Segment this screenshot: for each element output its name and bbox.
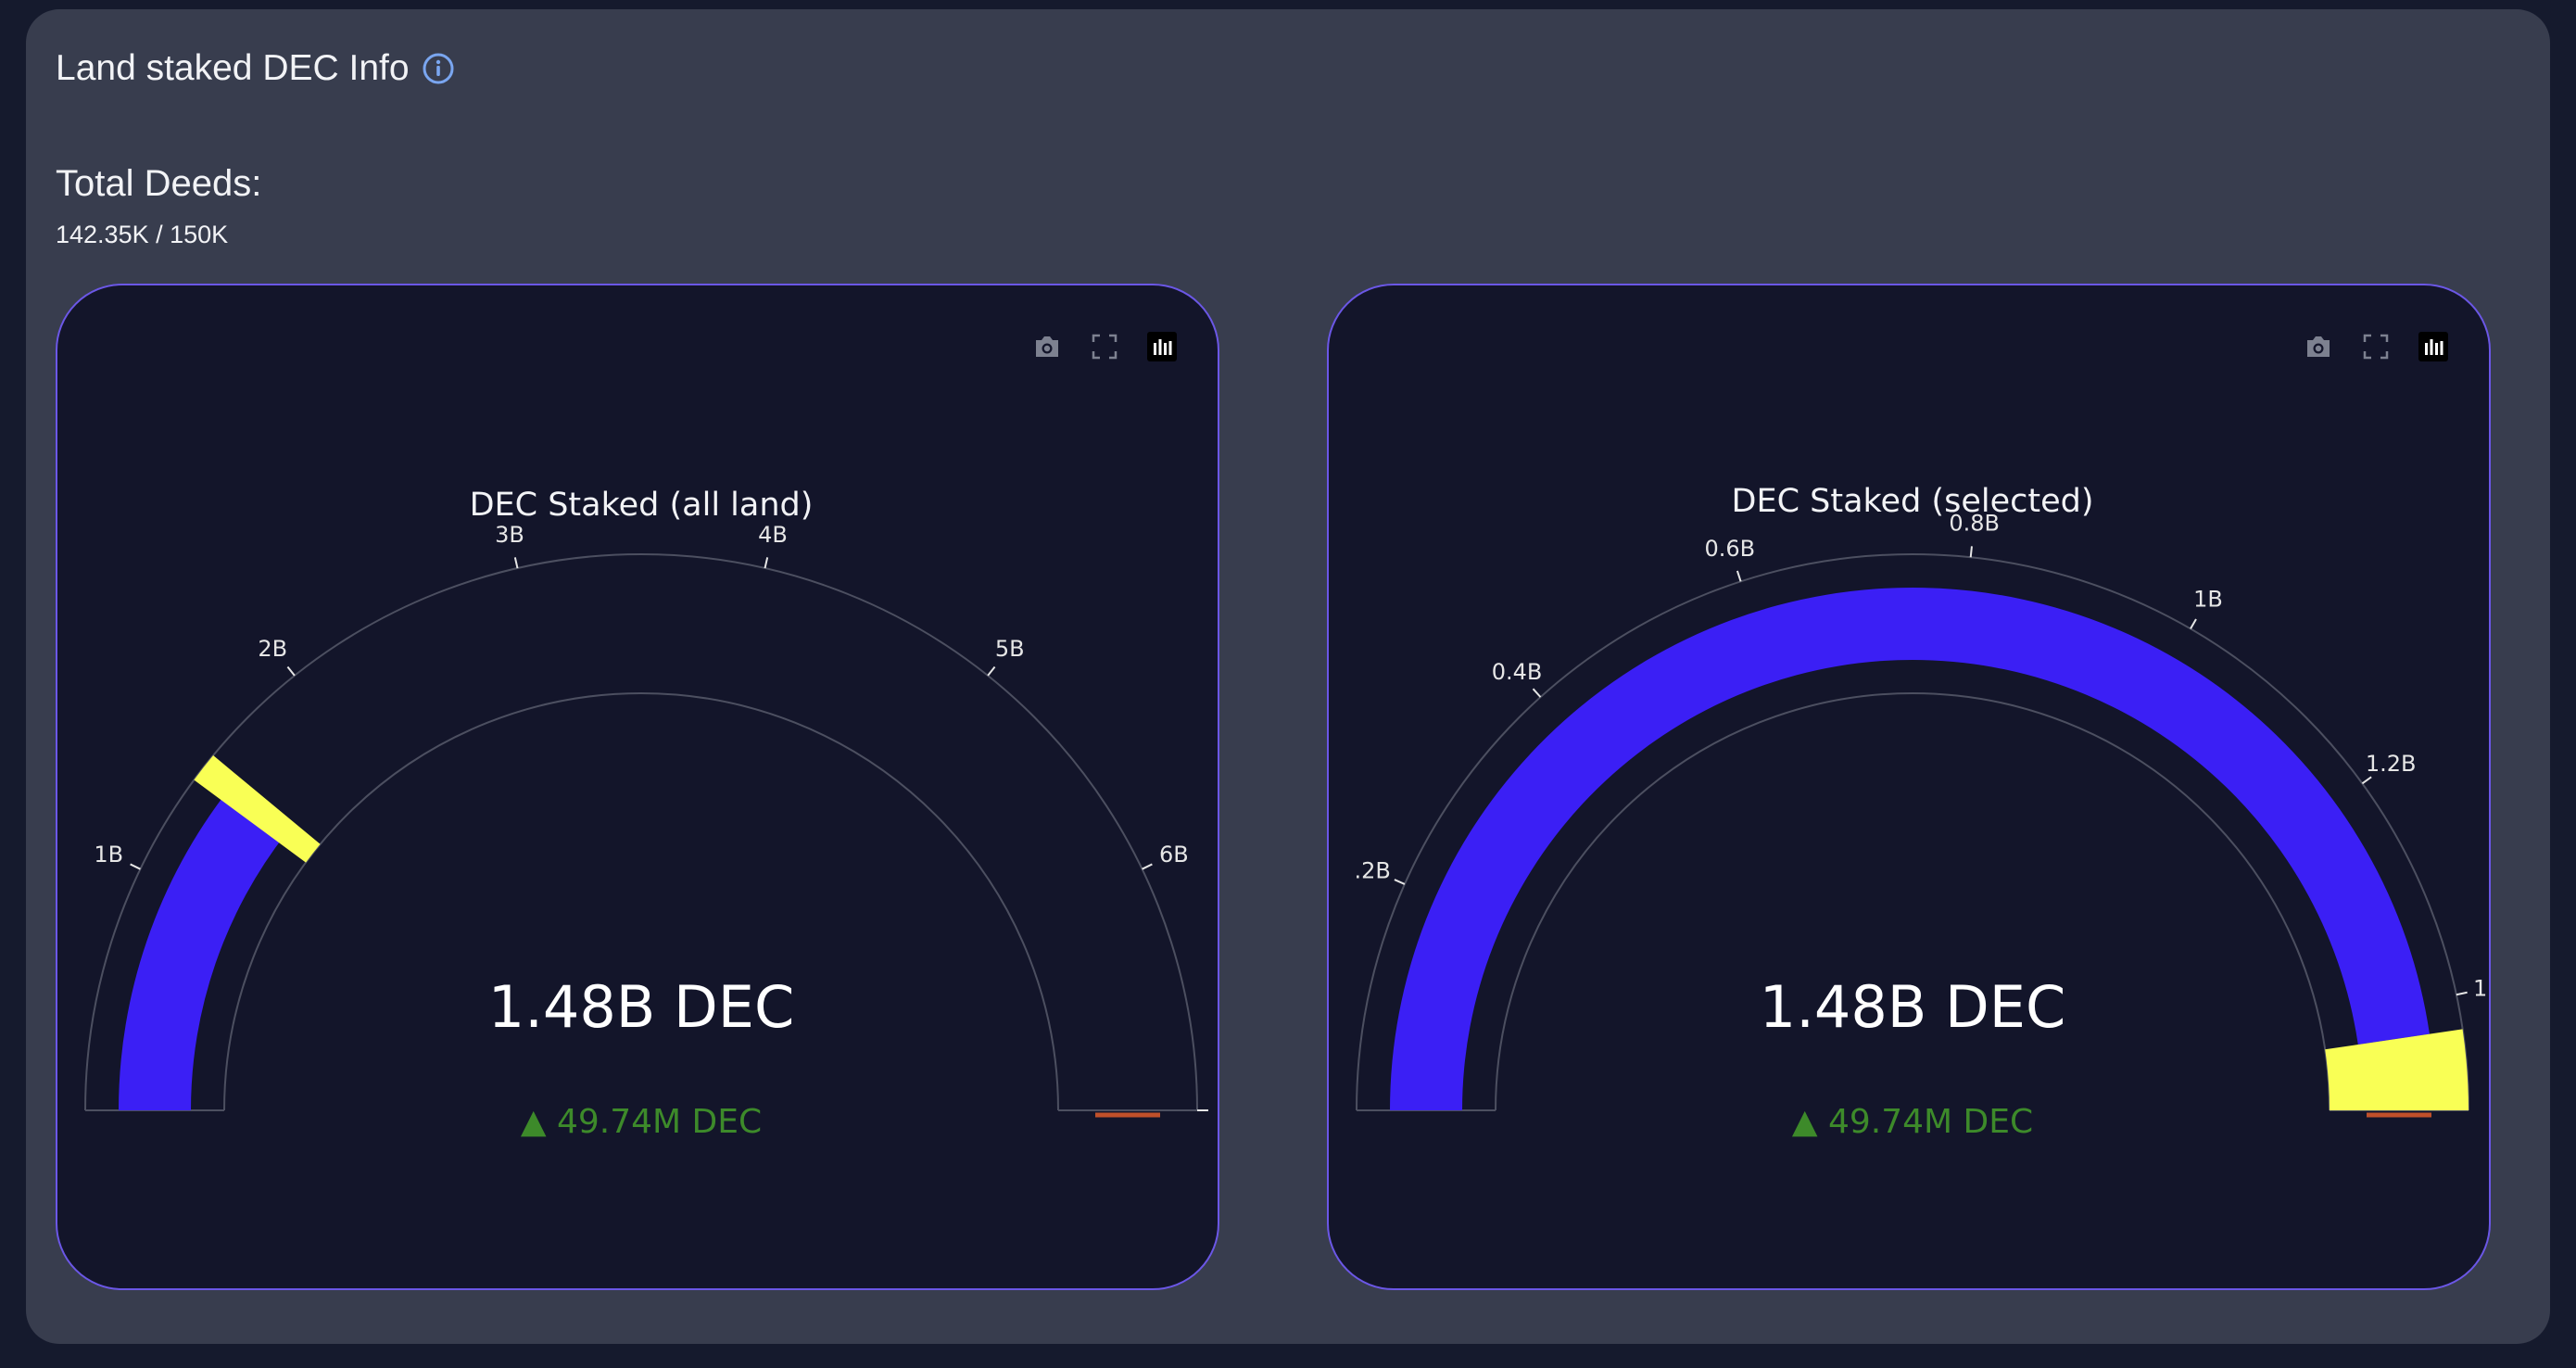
gauge-tick-label: 0.4B bbox=[1492, 659, 1543, 685]
gauge-tick-label: .2B bbox=[1354, 858, 1390, 884]
land-staked-panel: Land staked DEC Info Total Deeds: 142.35… bbox=[26, 9, 2550, 1344]
camera-icon[interactable] bbox=[1029, 328, 1066, 365]
gauge-tick bbox=[513, 557, 519, 569]
gauge-tick-label: 1B bbox=[2193, 586, 2223, 612]
total-deeds-value: 142.35K / 150K bbox=[56, 221, 229, 248]
gauge-outer-arc bbox=[1356, 553, 2469, 1111]
gauge-card-all-land: 1B 2B 3B 4B 5B 6B DEC Staked (all land) 1.48B … bbox=[56, 284, 1219, 1290]
gauge-title: DEC Staked (all land) bbox=[470, 487, 814, 524]
gauge-tick bbox=[1969, 546, 1973, 558]
gauge-value-bar bbox=[1390, 588, 2430, 1110]
gauge-threshold-step bbox=[194, 755, 321, 863]
gauge-card-selected: .2B 0.4B 0.6B 0.8B 1B 1.2B 1.4 DEC Staked (sele… bbox=[1327, 284, 2491, 1290]
gauge-tick bbox=[1736, 570, 1742, 582]
panel-title: Land staked DEC Info bbox=[56, 48, 456, 89]
gauge-inner-arc bbox=[223, 692, 1059, 1111]
gauge-tick bbox=[130, 863, 141, 870]
gauge-tick bbox=[1142, 863, 1153, 870]
chart-modebar bbox=[1029, 328, 1181, 365]
gauge-tick-label: 3B bbox=[495, 522, 524, 548]
gauge-tick-label: 5B bbox=[995, 636, 1025, 662]
plotly-logo-icon[interactable] bbox=[1143, 328, 1181, 365]
gauge-tick bbox=[1394, 879, 1406, 885]
fullscreen-icon[interactable] bbox=[2357, 328, 2394, 365]
gauge-value-bar bbox=[119, 788, 287, 1110]
gauge-svg-all-land: 1B 2B 3B 4B 5B 6B DEC Staked (all land) 1.48B … bbox=[84, 487, 1208, 1141]
gauge-tick bbox=[2456, 991, 2468, 996]
chart-modebar bbox=[2300, 328, 2452, 365]
gauge-outer-arc bbox=[84, 553, 1198, 1111]
gauge-tick bbox=[987, 665, 996, 677]
gauge-tick-label: 4B bbox=[758, 522, 788, 548]
gauge-tick-label: 1B bbox=[94, 842, 123, 868]
gauge-tick bbox=[2361, 776, 2372, 785]
gauge-tick-label: 0.6B bbox=[1705, 536, 1756, 562]
gauge-inner-arc bbox=[1495, 692, 2330, 1111]
gauge-svg-selected: .2B 0.4B 0.6B 0.8B 1B 1.2B 1.4 DEC Staked (sele… bbox=[1354, 483, 2489, 1141]
gauge-tick bbox=[286, 665, 296, 677]
panel-title-text: Land staked DEC Info bbox=[56, 48, 410, 88]
gauge-value: 1.48B DEC bbox=[488, 973, 795, 1041]
gauge-tick-label: 1.4 bbox=[2473, 975, 2489, 1001]
gauge-threshold-step bbox=[2325, 1029, 2469, 1110]
gauge-delta: ▲ 49.74M DEC bbox=[521, 1103, 762, 1141]
gauge-tick-label: 1.2B bbox=[2366, 751, 2417, 777]
fullscreen-icon[interactable] bbox=[1086, 328, 1123, 365]
plotly-logo-icon[interactable] bbox=[2415, 328, 2452, 365]
gauge-tick-label: 2B bbox=[258, 636, 287, 662]
gauge-tick-label: 0.8B bbox=[1949, 510, 2000, 536]
gauge-title: DEC Staked (selected) bbox=[1732, 483, 2094, 520]
gauge-tick bbox=[1532, 688, 1542, 698]
gauge-value: 1.48B DEC bbox=[1760, 973, 2066, 1041]
gauge-delta: ▲ 49.74M DEC bbox=[1792, 1103, 2033, 1141]
camera-icon[interactable] bbox=[2300, 328, 2337, 365]
gauge-tick bbox=[2190, 618, 2197, 629]
total-deeds-label: Total Deeds: bbox=[56, 163, 262, 204]
gauge-tick bbox=[764, 557, 769, 569]
info-icon[interactable] bbox=[421, 51, 456, 86]
gauge-tick-label: 6B bbox=[1159, 842, 1189, 868]
